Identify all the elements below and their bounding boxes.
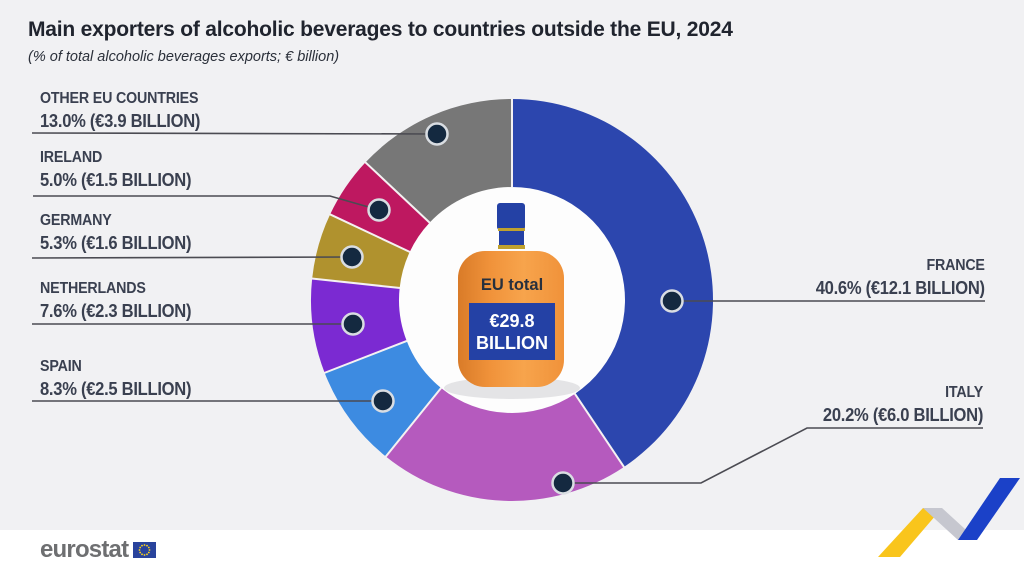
- connector-line: [31, 256, 353, 259]
- total-value-unit: BILLION: [476, 332, 548, 353]
- label-spain: SPAIN 8.3% (€2.5 BILLION): [40, 358, 191, 401]
- country-name: OTHER EU COUNTRIES: [40, 90, 199, 107]
- label-ireland: IRELAND 5.0% (€1.5 BILLION): [40, 149, 191, 192]
- country-value: 20.2% (€6.0 BILLION): [822, 405, 983, 426]
- flag-star: [148, 549, 151, 551]
- flag-star: [146, 553, 149, 556]
- bottle-cap: [497, 203, 525, 230]
- country-name: FRANCE: [926, 257, 986, 274]
- slice-marker-dot: [371, 389, 395, 413]
- flag-background: [133, 542, 157, 558]
- flag-star: [148, 551, 151, 554]
- eu-flag-icon: [133, 542, 157, 558]
- slice-marker-dot: [660, 289, 684, 313]
- page-subtitle: (% of total alcoholic beverages exports;…: [28, 49, 340, 65]
- country-value: 8.3% (€2.5 BILLION): [40, 379, 192, 400]
- slice-separator: [311, 277, 401, 290]
- country-name: IRELAND: [40, 149, 103, 166]
- total-value-amount: €29.8: [489, 310, 535, 331]
- flag-star: [146, 544, 149, 547]
- slice-separator: [329, 213, 411, 254]
- bottle-graphic: [444, 203, 580, 399]
- bottle-stripe: [498, 228, 525, 231]
- flag-star: [148, 546, 151, 549]
- trend-zigzag-icon: [878, 478, 1020, 557]
- slice-separator: [384, 386, 443, 458]
- country-name: ITALY: [945, 384, 983, 401]
- slice-separator: [323, 339, 408, 374]
- country-value: 5.3% (€1.6 BILLION): [40, 233, 192, 254]
- page-title: Main exporters of alcoholic beverages to…: [28, 18, 733, 41]
- label-germany: GERMANY 5.3% (€1.6 BILLION): [40, 212, 191, 255]
- flag-star: [141, 544, 144, 547]
- country-value: 13.0% (€3.9 BILLION): [40, 111, 201, 132]
- flag-star: [138, 549, 141, 551]
- eurostat-wordmark: eurostat: [40, 536, 129, 563]
- flag-star: [141, 553, 144, 556]
- slice-marker-dot: [551, 471, 575, 495]
- eurostat-logo: eurostat: [40, 536, 157, 564]
- donut-slice-other-eu-countries: [365, 99, 512, 223]
- connector-line: [33, 195, 380, 211]
- label-netherlands: NETHERLANDS 7.6% (€2.3 BILLION): [40, 280, 191, 323]
- country-value: 7.6% (€2.3 BILLION): [40, 301, 192, 322]
- bottle-stripe: [498, 245, 525, 249]
- flag-star: [143, 544, 146, 546]
- bottle-neck: [499, 231, 524, 247]
- bottle-total-label: EU total: [480, 276, 544, 294]
- slice-marker-dot: [341, 312, 365, 336]
- flag-star: [143, 554, 146, 556]
- footer-band: [0, 530, 1024, 577]
- bottle-total-value: €29.8 BILLION: [469, 303, 555, 360]
- country-name: NETHERLANDS: [40, 280, 146, 297]
- label-italy: ITALY 20.2% (€6.0 BILLION): [823, 384, 983, 427]
- country-name: SPAIN: [40, 358, 82, 375]
- flag-star: [139, 546, 142, 549]
- zigzag-blue-band: [958, 478, 1020, 540]
- zigzag-yellow-band: [878, 508, 942, 557]
- country-value: 40.6% (€12.1 BILLION): [815, 278, 985, 299]
- flag-star: [139, 551, 142, 554]
- slice-marker-dot: [425, 122, 449, 146]
- slice-marker-dot: [340, 245, 364, 269]
- connector-line: [31, 132, 438, 135]
- label-france: FRANCE 40.6% (€12.1 BILLION): [816, 257, 985, 300]
- connector-line: [563, 427, 983, 484]
- slice-separator: [364, 161, 431, 224]
- label-other-eu-countries: OTHER EU COUNTRIES 13.0% (€3.9 BILLION): [40, 90, 200, 133]
- slice-separator: [573, 392, 626, 468]
- country-name: GERMANY: [40, 212, 112, 229]
- slice-marker-dot: [367, 198, 391, 222]
- country-value: 5.0% (€1.5 BILLION): [40, 170, 192, 191]
- donut-slice-france: [512, 99, 713, 467]
- bottle-label-box: [469, 303, 555, 360]
